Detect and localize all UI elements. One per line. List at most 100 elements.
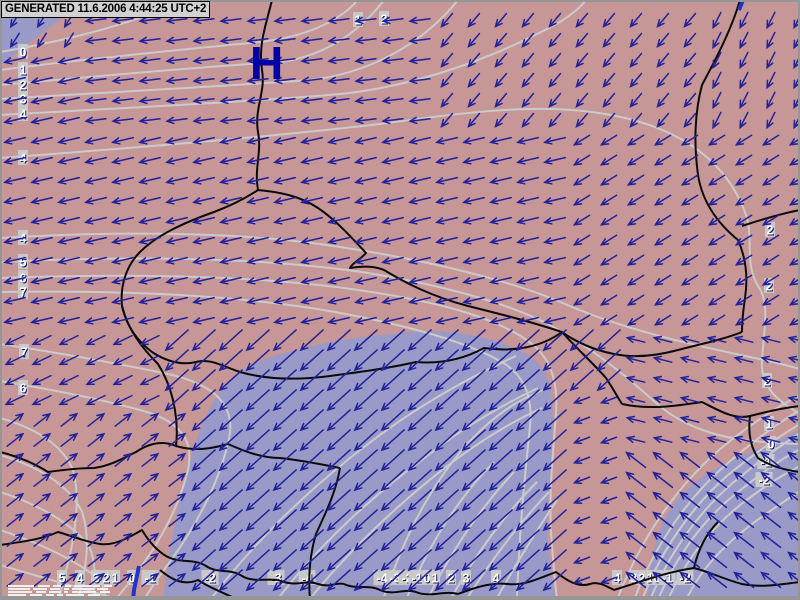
wind-arrow bbox=[462, 136, 485, 145]
wind-arrow bbox=[84, 196, 107, 205]
wind-arrow bbox=[683, 12, 697, 28]
wind-arrow bbox=[515, 569, 540, 592]
wind-arrow bbox=[734, 134, 753, 146]
wind-arrow bbox=[629, 12, 643, 28]
wind-arrow bbox=[33, 412, 52, 427]
wind-arrow bbox=[168, 412, 187, 427]
wind-arrow bbox=[462, 156, 485, 165]
wind-arrow bbox=[141, 452, 160, 467]
wind-arrow bbox=[327, 256, 350, 265]
wind-arrow bbox=[706, 375, 727, 384]
wind-arrow bbox=[245, 389, 270, 412]
wind-arrow bbox=[299, 369, 324, 392]
contour-line bbox=[0, 107, 800, 415]
wind-arrow bbox=[60, 512, 79, 527]
contour-label-shadow: 2 bbox=[21, 80, 28, 94]
wind-arrow bbox=[192, 236, 215, 245]
wind-arrow bbox=[3, 256, 26, 265]
wind-arrow bbox=[246, 256, 269, 265]
wind-arrow bbox=[246, 196, 269, 205]
wind-arrow bbox=[572, 254, 591, 266]
wind-arrow bbox=[488, 389, 513, 412]
country-border bbox=[159, 569, 235, 599]
wind-arrow bbox=[760, 451, 782, 469]
contour-label-chip bbox=[19, 344, 29, 359]
contour-label-value: 0 bbox=[768, 438, 775, 452]
wind-arrow bbox=[219, 256, 242, 265]
wind-arrow bbox=[706, 551, 728, 569]
wind-arrow bbox=[218, 469, 243, 492]
wind-arrow bbox=[488, 549, 513, 572]
wind-arrow bbox=[326, 449, 351, 472]
wind-arrow bbox=[30, 276, 53, 285]
contour-label-value: 4 bbox=[614, 572, 621, 586]
wind-arrow bbox=[246, 316, 269, 325]
wind-arrow bbox=[653, 194, 672, 206]
wind-arrow bbox=[354, 176, 377, 185]
wind-arrow bbox=[84, 216, 107, 225]
wind-arrow bbox=[3, 56, 26, 65]
wind-arrow bbox=[706, 471, 728, 489]
contour-label-chip bbox=[18, 284, 28, 299]
contour-label-shadow: 5 bbox=[60, 573, 67, 587]
contour-label-value: 1 bbox=[766, 418, 773, 432]
wind-arrow bbox=[30, 236, 53, 245]
wind-arrow bbox=[57, 256, 80, 265]
wind-arrow bbox=[353, 489, 378, 512]
wind-arrow bbox=[3, 116, 26, 125]
wind-arrow bbox=[165, 236, 188, 245]
wind-arrow bbox=[273, 216, 296, 225]
wind-arrow bbox=[84, 176, 107, 185]
contour-label-shadow: 0 bbox=[130, 573, 137, 587]
wind-arrow bbox=[489, 176, 512, 185]
wind-arrow bbox=[543, 276, 566, 285]
wind-arrow bbox=[300, 316, 323, 325]
wind-arrow bbox=[57, 296, 80, 305]
wind-arrow bbox=[488, 349, 513, 372]
wind-arrow bbox=[488, 409, 513, 432]
country-border bbox=[257, 189, 563, 333]
wind-arrow bbox=[84, 256, 107, 265]
wind-arrow bbox=[407, 569, 432, 592]
wind-arrow bbox=[57, 216, 80, 225]
wind-arrow bbox=[327, 96, 350, 105]
wind-arrow bbox=[60, 532, 79, 547]
wind-arrow bbox=[272, 569, 297, 592]
wind-arrow bbox=[168, 552, 187, 567]
wind-arrow bbox=[33, 452, 52, 467]
wind-arrow bbox=[626, 214, 645, 226]
wind-arrow bbox=[408, 136, 431, 145]
wind-arrow bbox=[488, 469, 513, 492]
wind-arrow bbox=[440, 72, 454, 88]
contour-line bbox=[649, 432, 800, 600]
wind-arrow bbox=[435, 156, 458, 165]
wind-arrow bbox=[679, 435, 700, 444]
wind-arrow bbox=[575, 12, 589, 28]
wind-arrow bbox=[653, 254, 672, 266]
wind-arrow bbox=[327, 296, 350, 305]
wind-arrow bbox=[326, 329, 351, 352]
wind-arrow bbox=[273, 136, 296, 145]
country-border bbox=[121, 305, 178, 447]
wind-arrow bbox=[760, 471, 782, 489]
wind-arrow bbox=[272, 449, 297, 472]
wind-arrow bbox=[625, 491, 647, 509]
wind-arrow bbox=[494, 12, 508, 28]
wind-arrow bbox=[467, 72, 481, 88]
wind-arrow bbox=[542, 529, 567, 552]
wind-arrow bbox=[139, 334, 160, 346]
wind-arrow bbox=[548, 32, 562, 48]
wind-arrow bbox=[548, 12, 562, 28]
wind-arrow bbox=[760, 355, 781, 364]
wind-arrow bbox=[521, 32, 535, 48]
wind-arrow bbox=[85, 374, 106, 386]
contour-label-shadow: 0 bbox=[21, 47, 28, 61]
wind-arrow bbox=[440, 92, 454, 108]
wind-arrow bbox=[218, 529, 243, 552]
wind-arrow bbox=[461, 449, 486, 472]
wind-arrow bbox=[739, 71, 749, 90]
wind-arrow bbox=[760, 435, 781, 444]
wind-arrow bbox=[434, 389, 459, 412]
wind-arrow bbox=[572, 214, 591, 226]
